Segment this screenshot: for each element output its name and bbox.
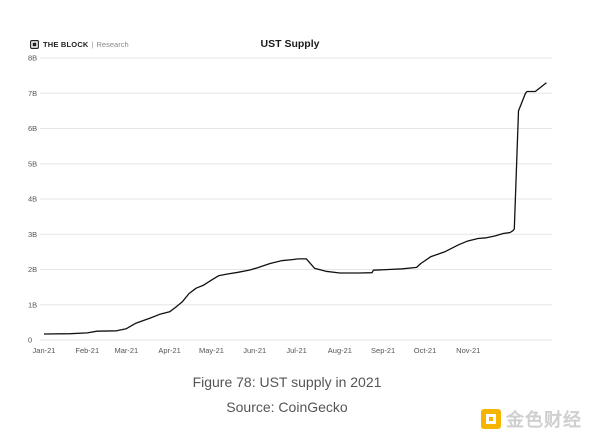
x-tick-label: Aug-21 bbox=[328, 346, 352, 355]
y-tick-label: 3B bbox=[28, 230, 37, 239]
watermark-text: 金色财经 bbox=[506, 410, 582, 430]
chart-title: UST Supply bbox=[260, 38, 320, 50]
x-tick-label: Nov-21 bbox=[456, 346, 480, 355]
grid-layer bbox=[40, 57, 552, 341]
x-tick-label: Sep-21 bbox=[371, 346, 395, 355]
x-tick-label: Jul-21 bbox=[286, 346, 306, 355]
ust-supply-chart: 0 1B 2B 3B 4B 5B 6B 7B 8B Jan-21 Feb-21 Mar-21 Apr-… bbox=[28, 54, 552, 355]
y-axis: 0 1B 2B 3B 4B 5B 6B 7B 8B bbox=[28, 54, 37, 345]
x-tick-label: Jan-21 bbox=[33, 346, 56, 355]
y-tick-label: 4B bbox=[28, 195, 37, 204]
y-tick-label: 6B bbox=[28, 124, 37, 133]
x-axis: Jan-21 Feb-21 Mar-21 Apr-21 May-21 Jun-21 Jul-… bbox=[33, 346, 481, 355]
x-tick-label: Oct-21 bbox=[414, 346, 437, 355]
brand-subtitle: Research bbox=[96, 40, 129, 49]
x-tick-label: Apr-21 bbox=[158, 346, 181, 355]
series-line bbox=[43, 82, 547, 335]
watermark-logo-icon bbox=[481, 409, 501, 429]
y-tick-label: 1B bbox=[28, 300, 37, 309]
y-tick-label: 2B bbox=[28, 265, 37, 274]
the-block-logo-icon bbox=[30, 40, 39, 49]
brand-separator: | bbox=[91, 40, 94, 49]
figure-caption: Figure 78: UST supply in 2021 bbox=[192, 374, 382, 390]
y-tick-label: 0 bbox=[28, 336, 32, 345]
y-tick-label: 7B bbox=[28, 89, 37, 98]
brand-logo: THE BLOCK | Research bbox=[30, 40, 129, 49]
watermark: 金色财经 bbox=[480, 406, 582, 432]
source-caption: Source: CoinGecko bbox=[226, 399, 348, 415]
y-tick-label: 5B bbox=[28, 159, 37, 168]
series-layer bbox=[43, 82, 547, 335]
brand-name: THE BLOCK bbox=[43, 40, 89, 49]
x-tick-label: Mar-21 bbox=[114, 346, 138, 355]
x-tick-label: Feb-21 bbox=[75, 346, 99, 355]
x-tick-label: May-21 bbox=[199, 346, 224, 355]
y-tick-label: 8B bbox=[28, 54, 37, 63]
x-tick-label: Jun-21 bbox=[243, 346, 266, 355]
